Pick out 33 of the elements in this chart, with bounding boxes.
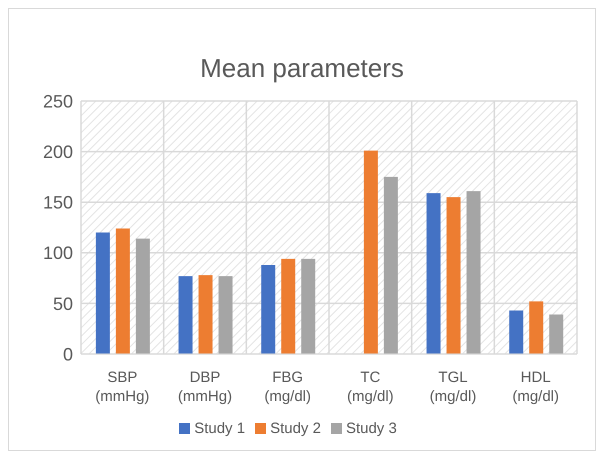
legend-label: Study 2: [270, 420, 321, 437]
bar: [384, 176, 398, 354]
bar: [116, 228, 130, 354]
legend-label: Study 1: [194, 420, 246, 437]
bar: [281, 258, 296, 354]
bar: [301, 258, 316, 354]
x-tick-label: DBP (mmHg): [178, 369, 232, 405]
y-tick-label: 250: [42, 91, 73, 112]
bar: [446, 197, 461, 354]
bar: [198, 275, 213, 354]
x-tick-label: HDL (mg/dl): [512, 369, 560, 405]
y-tick-label: 150: [42, 192, 73, 213]
chart-title: Mean parameters: [199, 53, 405, 84]
bar: [529, 301, 544, 354]
legend-label: Study 3: [346, 420, 397, 437]
bar: [426, 193, 441, 354]
x-tick-label: FBG (mg/dl): [264, 369, 312, 405]
bar: [178, 276, 193, 354]
bar: [261, 264, 276, 354]
y-tick-label: 0: [62, 344, 73, 364]
y-tick-label: 200: [42, 142, 73, 162]
bar: [509, 310, 524, 354]
bar: [218, 276, 233, 354]
bar: [466, 191, 481, 354]
bar: [364, 150, 378, 354]
bar: [136, 238, 150, 354]
y-tick-label: 50: [52, 294, 73, 314]
y-tick-label: 100: [42, 243, 73, 264]
bar: [549, 314, 564, 354]
x-tick-label: SBP (mmHg): [95, 369, 150, 405]
bar: [96, 232, 110, 354]
x-tick-label: TC (mg/dl): [346, 369, 394, 405]
x-tick-label: TGL (mg/dl): [430, 369, 476, 405]
